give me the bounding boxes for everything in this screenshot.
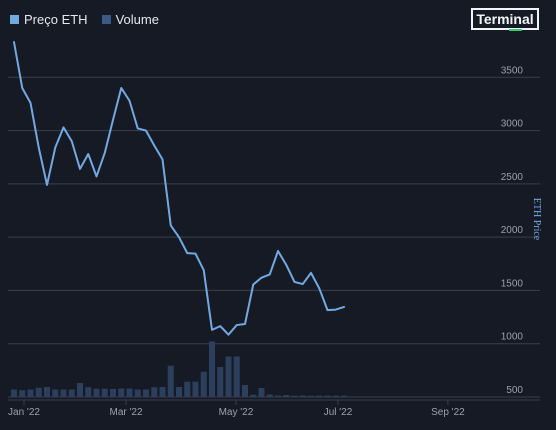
y-tick-label: 3500: [501, 65, 524, 76]
volume-bar: [110, 389, 116, 397]
volume-bar: [324, 395, 331, 397]
y-tick-label: 1000: [501, 332, 524, 343]
legend-item-volume[interactable]: Volume: [101, 12, 159, 27]
brand-underline: [509, 29, 522, 31]
volume-bar: [77, 383, 83, 397]
volume-bar: [200, 371, 207, 397]
volume-bar: [341, 395, 347, 397]
x-tick-label: Jan '22: [8, 407, 40, 418]
volume-bar: [242, 385, 248, 397]
legend-volume-label: Volume: [115, 12, 159, 27]
volume-bar: [217, 367, 224, 397]
volume-bar: [225, 356, 232, 397]
volume-bar: [85, 387, 92, 397]
volume-bar: [27, 389, 34, 397]
legend: Preço ETH Volume: [10, 12, 159, 27]
volume-bar: [233, 356, 240, 397]
volume-bar: [316, 395, 323, 397]
volume-bar: [19, 390, 26, 397]
x-tick-label: Mar '22: [110, 407, 143, 418]
volume-bar: [159, 387, 166, 397]
volume-bar: [332, 395, 339, 397]
volume-bar: [143, 389, 149, 397]
y-tick-label: 3000: [501, 119, 524, 130]
volume-swatch: [101, 15, 111, 24]
volume-bar: [266, 394, 273, 397]
volume-bar: [151, 387, 158, 397]
legend-item-price[interactable]: Preço ETH: [10, 12, 88, 27]
volume-bar: [308, 395, 314, 397]
volume-bar: [184, 381, 191, 397]
x-tick-label: May '22: [219, 407, 254, 418]
brand-logo: Terminal: [471, 8, 539, 31]
volume-bar: [258, 388, 265, 397]
volume-bar: [126, 388, 133, 397]
price-swatch: [10, 15, 19, 24]
volume-bar: [176, 387, 182, 397]
volume-bar: [250, 394, 257, 397]
volume-bar: [134, 389, 141, 397]
y-tick-label: 500: [506, 385, 523, 396]
volume-bar: [118, 388, 125, 397]
volume-bar: [60, 389, 67, 397]
y-axis-label: ETH Price: [531, 198, 542, 241]
legend-price-label: Preço ETH: [24, 12, 88, 27]
volume-bar: [68, 389, 75, 397]
volume-bar: [299, 395, 306, 397]
volume-bar: [192, 381, 199, 397]
volume-bar: [283, 395, 290, 397]
volume-bar: [291, 395, 298, 397]
volume-bar: [275, 395, 281, 397]
volume-bar: [11, 389, 17, 397]
x-tick-label: Sep '22: [431, 407, 465, 418]
price-line: [13, 41, 345, 336]
volume-bar: [35, 387, 42, 397]
y-tick-label: 1500: [501, 278, 524, 289]
x-tick-label: Jul '22: [324, 407, 353, 418]
y-tick-label: 2000: [501, 225, 524, 236]
volume-bar: [101, 388, 108, 397]
volume-bar: [44, 387, 50, 397]
volume-bar: [52, 389, 59, 397]
brand-name: Terminal: [476, 11, 534, 27]
volume-bar: [209, 341, 215, 397]
volume-bar: [93, 388, 100, 397]
y-tick-label: 2500: [501, 172, 524, 183]
volume-bar: [167, 365, 174, 397]
